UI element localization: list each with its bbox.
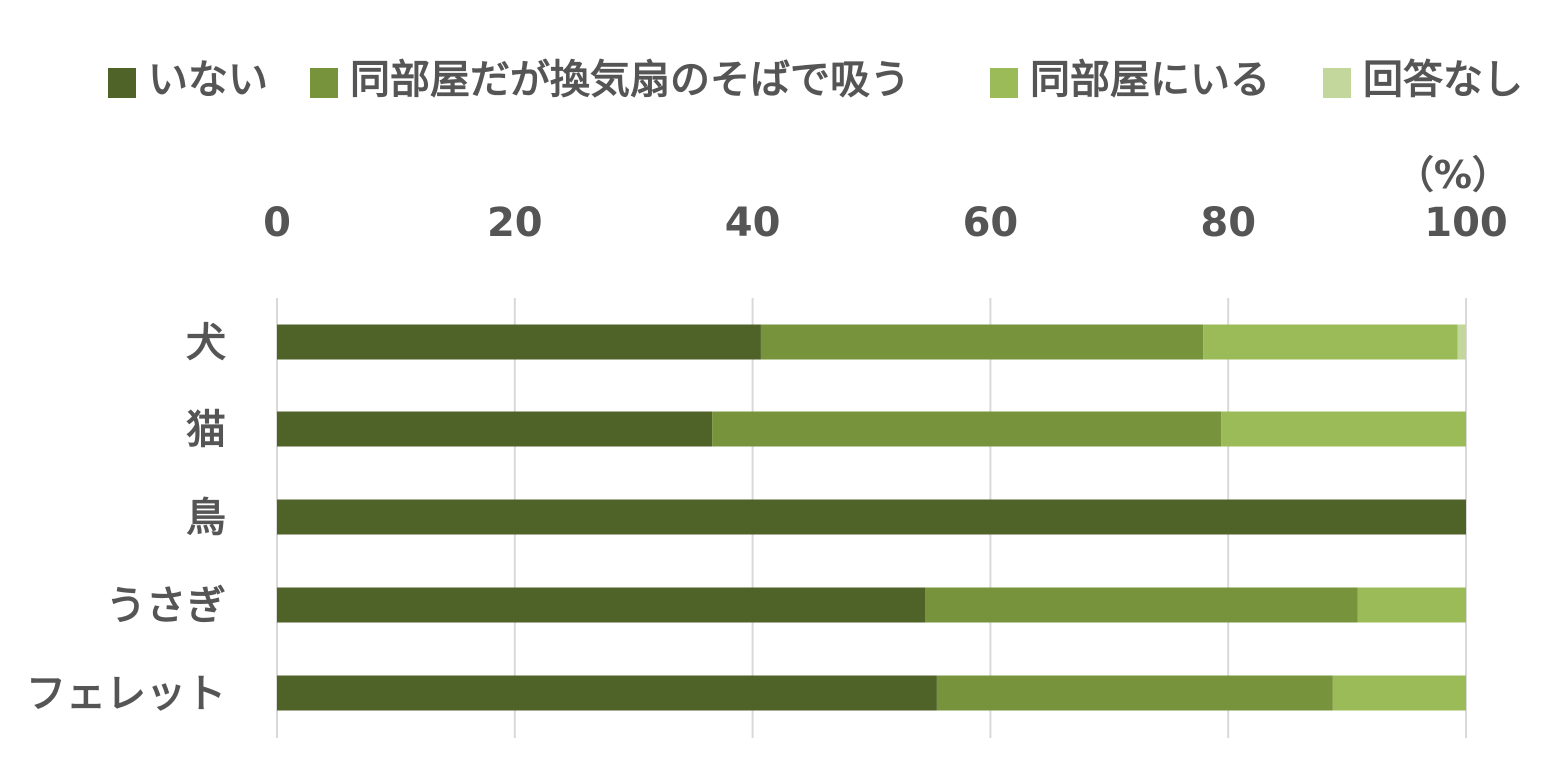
bar-segment [936, 675, 1333, 711]
tick-label: 40 [725, 200, 781, 246]
legend-label: 同部屋だが換気扇のそばで吸う [350, 57, 910, 103]
bar-segment [1457, 324, 1466, 360]
bar-segment [925, 587, 1358, 623]
tick-label: 0 [263, 200, 291, 246]
category-label: 猫 [186, 407, 226, 453]
tick-label: 20 [487, 200, 543, 246]
legend-swatch [1323, 68, 1351, 98]
unit-label: （%） [1396, 153, 1510, 197]
tick-label: 100 [1424, 200, 1508, 246]
bar-segment [277, 499, 1466, 535]
legend-label: いない [148, 57, 268, 103]
x-axis-ticks: 0 20 40 60 80 100 [263, 200, 1508, 246]
bar-segment [1357, 587, 1466, 623]
bar-segment [712, 411, 1222, 447]
category-label: フェレット [26, 671, 226, 717]
bar-segment [277, 675, 937, 711]
legend-swatch [310, 68, 338, 98]
bar-segment [277, 411, 713, 447]
legend-swatch [990, 68, 1018, 98]
category-label: うさぎ [106, 583, 226, 629]
legend: いない 同部屋だが換気扇のそばで吸う 同部屋にいる 回答なし [108, 57, 1523, 103]
legend-label: 回答なし [1363, 57, 1523, 103]
tick-label: 80 [1200, 200, 1256, 246]
category-label: 犬 [186, 320, 226, 366]
legend-swatch [108, 68, 136, 98]
legend-label: 同部屋にいる [1030, 57, 1270, 103]
bar-segment [277, 587, 926, 623]
tick-label: 60 [963, 200, 1019, 246]
category-label: 鳥 [186, 495, 226, 541]
bar-segment [1203, 324, 1458, 360]
bars [277, 324, 1466, 711]
bar-segment [277, 324, 761, 360]
bar-segment [760, 324, 1204, 360]
bar-segment [1332, 675, 1466, 711]
bar-segment [1221, 411, 1466, 447]
